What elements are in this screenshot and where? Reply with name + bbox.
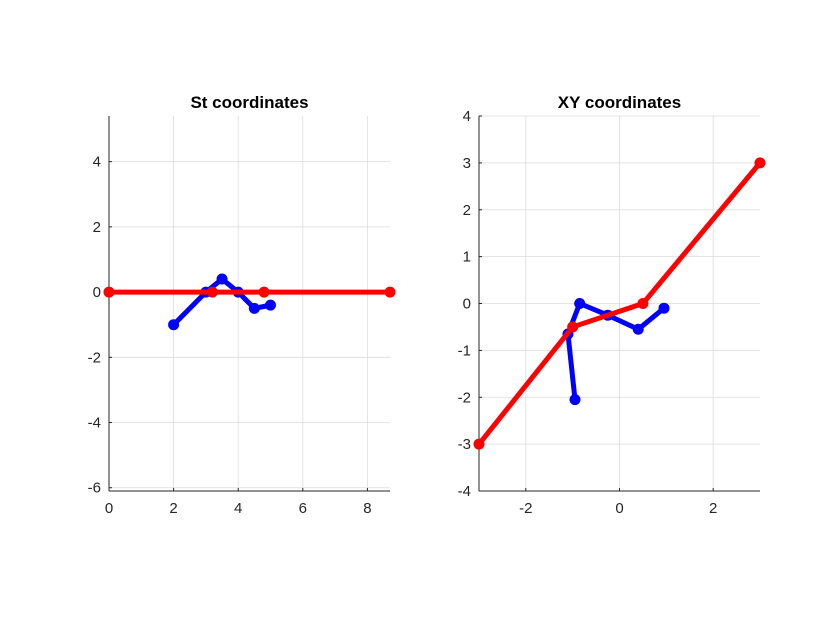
xy-series-2-point bbox=[567, 321, 579, 333]
st-series-1-point bbox=[264, 299, 276, 311]
xy-series-2-point bbox=[754, 157, 766, 169]
st-coordinates-chart: 0 2 4 6 8 -6 -4 -2 0 2 4 St coordinates bbox=[88, 93, 396, 517]
xy-series-1-point bbox=[574, 298, 586, 309]
st-series-1-point bbox=[216, 273, 228, 285]
xy-y-tick-label: -3 bbox=[458, 436, 471, 453]
xy-y-tick-label: 2 bbox=[463, 202, 471, 219]
st-series-2-point bbox=[384, 286, 396, 298]
st-y-tick-label: -4 bbox=[88, 415, 101, 432]
st-x-tick-label: 2 bbox=[169, 500, 177, 517]
xy-series-2-point bbox=[473, 438, 485, 450]
xy-x-tick-label: 0 bbox=[615, 500, 623, 517]
xy-y-tick-label: 3 bbox=[463, 155, 471, 172]
st-x-tick-label: 4 bbox=[234, 500, 242, 517]
st-series-2-point bbox=[258, 286, 270, 298]
xy-series-1-point bbox=[632, 323, 644, 335]
st-series-1-point bbox=[168, 319, 180, 331]
st-y-tick-label: -6 bbox=[88, 480, 101, 497]
st-series-1-point bbox=[248, 302, 260, 314]
st-y-tick-label: 4 bbox=[93, 154, 101, 171]
xy-series-2-point bbox=[637, 298, 649, 309]
xy-y-tick-label: 1 bbox=[463, 249, 471, 266]
xy-chart-title: XY coordinates bbox=[558, 93, 681, 112]
st-x-tick-label: 8 bbox=[363, 500, 371, 517]
xy-coordinates-chart: -2 0 2 -4 -3 -2 -1 0 1 2 3 4 XY coordinates bbox=[458, 93, 766, 517]
st-y-tick-label: 2 bbox=[93, 219, 101, 236]
xy-series-2-line bbox=[476, 160, 763, 447]
xy-series-1-point bbox=[569, 394, 581, 406]
st-series-2-point bbox=[103, 286, 115, 298]
xy-y-tick-label: -4 bbox=[458, 483, 471, 500]
xy-series-1-line bbox=[565, 301, 667, 403]
st-x-tick-label: 6 bbox=[299, 500, 307, 517]
xy-x-tick-label: 2 bbox=[709, 500, 717, 517]
st-y-tick-label: -2 bbox=[88, 349, 101, 366]
xy-y-tick-label: 0 bbox=[463, 296, 471, 313]
xy-y-tick-label: -1 bbox=[458, 342, 471, 359]
xy-series-1-point bbox=[658, 302, 670, 314]
st-x-tick-label: 0 bbox=[105, 500, 113, 517]
st-chart-title: St coordinates bbox=[190, 93, 308, 112]
st-y-tick-label: 0 bbox=[93, 284, 101, 301]
st-series-2-point bbox=[206, 286, 218, 298]
xy-x-tick-label: -2 bbox=[519, 500, 532, 517]
xy-y-tick-label: -2 bbox=[458, 389, 471, 406]
xy-y-tick-label: 4 bbox=[463, 108, 471, 125]
